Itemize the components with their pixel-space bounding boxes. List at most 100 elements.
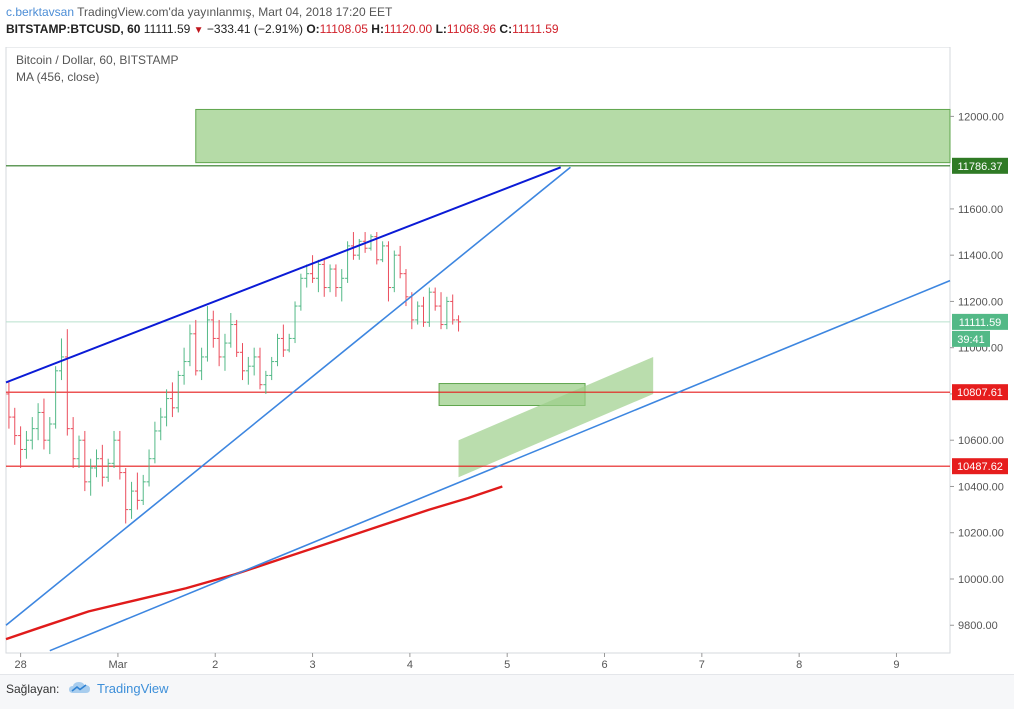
symbol-label: BITSTAMP:BTCUSD, 60: [6, 22, 141, 36]
ohlc-bar: [76, 435, 82, 468]
price-change: −333.41 (−2.91%): [206, 22, 303, 36]
chart-header: c.berktavsan TradingView.com'da yayınlan…: [6, 4, 1006, 38]
y-tick-label: 10600.00: [958, 435, 1004, 447]
high-label: H:: [371, 22, 384, 36]
ohlc-bar: [199, 347, 205, 381]
price-label-bg: [952, 384, 1008, 401]
ohlc-bar: [152, 421, 158, 464]
ohlc-bar: [140, 474, 146, 505]
ohlc-bar: [88, 458, 94, 496]
chart-area[interactable]: 9800.00 10000.00 10200.00 10400.00 10600.00 1…: [0, 47, 1014, 674]
ohlc-bar: [53, 366, 59, 429]
low-label: L:: [435, 22, 447, 36]
y-tick-label: 10000.00: [958, 574, 1004, 586]
price-label-bg: [952, 157, 1008, 174]
indicator-title: MA (456, close): [16, 70, 100, 84]
ohlc-bar: [304, 264, 310, 288]
price-label-text: 11111.59: [959, 317, 1002, 329]
target-zone: [195, 108, 951, 164]
ohlc-bar: [94, 449, 100, 478]
ohlc-bar: [356, 238, 362, 260]
ohlc-bar: [234, 319, 240, 357]
ohlc-bar: [456, 315, 462, 332]
y-tick-label: 11200.00: [958, 296, 1003, 308]
ohlc-bar: [333, 264, 339, 297]
price-label-red-line: 10807.61: [952, 384, 1008, 401]
ohlc-bar: [426, 287, 432, 327]
ohlc-bar: [41, 398, 47, 450]
y-tick-label: 9800.00: [958, 620, 998, 632]
ohlc-bar: [216, 319, 222, 367]
ohlc-bar: [70, 417, 76, 468]
ohlc-bar: [181, 347, 187, 385]
ohlc-bar: [175, 370, 181, 413]
x-tick-label: 5: [504, 659, 510, 671]
ohlc-bar: [251, 347, 257, 376]
tradingview-cloud-icon: [69, 682, 90, 693]
ohlc-bar: [380, 241, 386, 263]
ohlc-bar: [111, 430, 117, 468]
ohlc-bar: [239, 343, 245, 381]
ohlc-bar: [280, 324, 286, 357]
ohlc-bar: [263, 370, 269, 394]
price-label-green-line: 11786.37: [952, 157, 1008, 174]
ohlc-bar: [123, 467, 129, 524]
ohlc-bar: [134, 472, 140, 510]
ohlc-bar: [391, 250, 397, 293]
ma-456-line: [5, 485, 503, 641]
ohlc-bar: [146, 449, 152, 487]
y-tick-label: 12000.00: [958, 111, 1004, 123]
ohlc-bar: [158, 407, 164, 441]
price-label-bg: [952, 458, 1008, 475]
ohlc-bar: [35, 403, 41, 441]
ohlc-bar: [18, 426, 24, 468]
countdown-bg: [952, 330, 990, 347]
y-tick-label: 11400.00: [958, 250, 1003, 262]
ohlc-bar: [327, 264, 333, 293]
tradingview-brand: TradingView: [97, 680, 169, 696]
x-tick-label: 3: [309, 659, 315, 671]
provided-by-label: Sağlayan:: [6, 682, 60, 696]
ohlc-bar: [164, 389, 170, 427]
ohlc-bar: [129, 481, 135, 519]
y-tick-label: 11600.00: [958, 204, 1003, 216]
ohlc-bar: [444, 296, 450, 330]
ohlc-bar: [6, 382, 12, 429]
ohlc-bar: [368, 234, 374, 251]
ohlc-bar: [105, 458, 111, 482]
down-arrow-icon: ▼: [193, 25, 204, 36]
ohlc-bar: [397, 245, 403, 279]
x-tick-label: 7: [699, 659, 705, 671]
x-tick-label: 28: [14, 659, 26, 671]
ohlc-bar: [47, 417, 53, 455]
y-tick-label: 10400.00: [958, 481, 1004, 493]
ohlc-bar: [339, 269, 345, 302]
x-tick-label: 8: [796, 659, 802, 671]
ohlc-bar: [23, 430, 29, 459]
price-label-red-line: 10487.62: [952, 458, 1008, 475]
trendline-upper-wedge: [5, 166, 562, 384]
ohlc-bar: [345, 241, 351, 283]
close-value: 11111.59: [512, 22, 559, 36]
ohlc-bar: [321, 259, 327, 297]
ohlc-bar: [286, 333, 292, 353]
published-info: TradingView.com'da yayınlanmış, Mart 04,…: [77, 5, 393, 19]
x-tick-label: 6: [601, 659, 607, 671]
publish-line: c.berktavsan TradingView.com'da yayınlan…: [6, 4, 1006, 20]
ohlc-bar: [315, 259, 321, 293]
x-tick-label: 2: [212, 659, 218, 671]
last-price: 11111.59: [143, 22, 191, 36]
ohlc-line: BITSTAMP:BTCUSD, 60 11111.59 ▼ −333.41 (…: [6, 20, 1006, 38]
tradingview-logo[interactable]: TradingView: [68, 680, 169, 696]
ohlc-bar: [204, 306, 210, 362]
x-tick-label: Mar: [108, 659, 127, 671]
x-tick-label: 4: [407, 659, 413, 671]
ohlc-bar: [350, 232, 356, 260]
trendline-lower-wedge: [5, 166, 571, 626]
price-chart[interactable]: 9800.00 10000.00 10200.00 10400.00 10600.00 1…: [0, 47, 1014, 674]
ohlc-bar: [245, 356, 251, 385]
price-label-last: 11111.59 39:41: [952, 313, 1008, 347]
chart-legend: Bitcoin / Dollar, 60, BITSTAMP MA (456, …: [16, 52, 179, 86]
author-link[interactable]: c.berktavsan: [6, 5, 75, 19]
ohlc-bar: [415, 301, 421, 325]
